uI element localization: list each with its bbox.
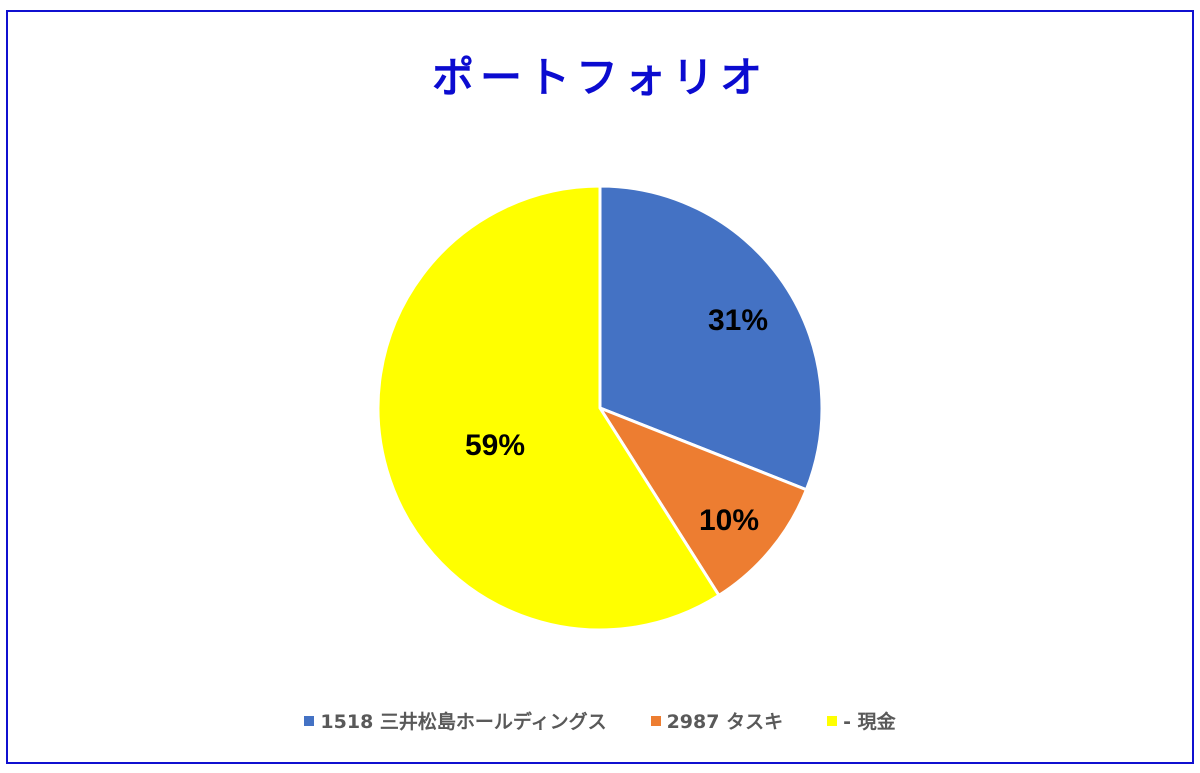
legend-label: 1518 三井松島ホールディングス [320,711,607,733]
legend-swatch-blue-icon [304,715,315,726]
pie-slices [376,184,824,632]
legend-label: 2987 タスキ [666,711,784,733]
legend-swatch-yellow-icon [827,715,838,726]
legend-item-tasuki[interactable]: 2987 タスキ [650,707,784,734]
chart-legend: 1518 三井松島ホールディングス 2987 タスキ - 現金 [0,707,1200,734]
slice-label-tasuki: 10% [699,504,759,537]
chart-title: ポートフォリオ [431,53,768,102]
chart-frame [6,10,1194,764]
slice-tasuki[interactable] [596,404,809,598]
slice-cash[interactable] [376,184,722,632]
legend-label: - 現金 [843,711,896,733]
legend-item-cash[interactable]: - 現金 [827,707,896,734]
legend-item-mitsui[interactable]: 1518 三井松島ホールディングス [304,707,607,734]
slice-label-cash: 59% [465,429,525,462]
legend-swatch-orange-icon [650,715,661,726]
slice-label-mitsui: 31% [708,304,768,337]
slice-mitsui[interactable] [598,184,824,492]
